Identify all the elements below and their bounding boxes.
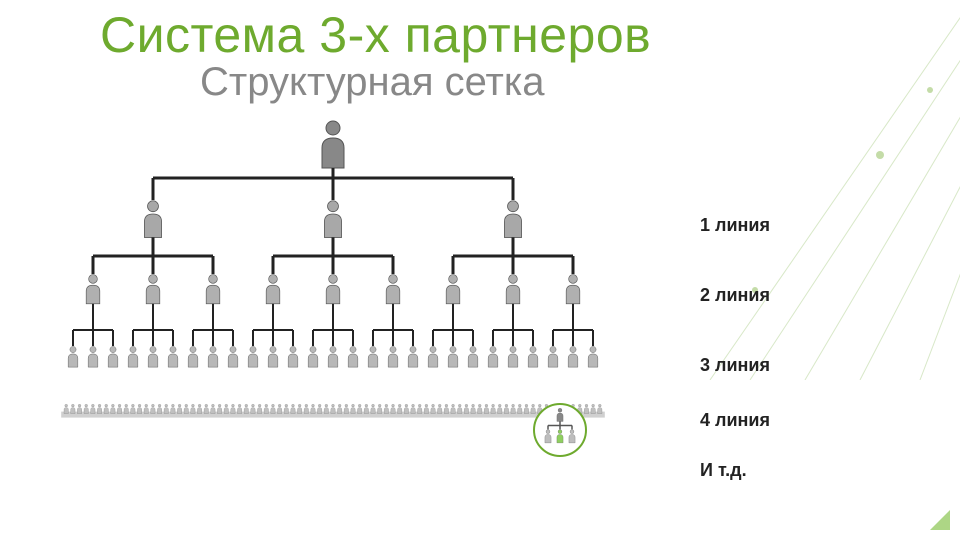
label-line-2: 2 линия [700,285,770,306]
label-line-3: 3 линия [700,355,770,376]
tree-diagram [0,0,700,540]
corner-arrow-icon [930,510,950,530]
label-line-4: 4 линия [700,410,770,431]
label-etc: И т.д. [700,460,747,481]
badge-icon [534,404,586,456]
label-line-1: 1 линия [700,215,770,236]
